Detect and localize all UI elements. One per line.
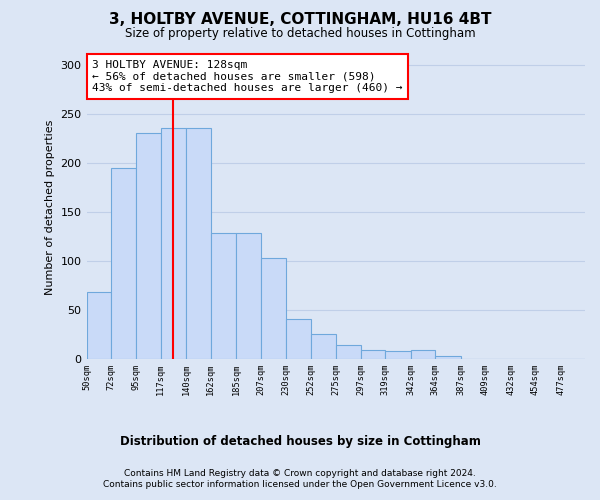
Text: Distribution of detached houses by size in Cottingham: Distribution of detached houses by size … [119,435,481,448]
Text: Contains public sector information licensed under the Open Government Licence v3: Contains public sector information licen… [103,480,497,489]
Bar [286,320,311,358]
Text: 3, HOLTBY AVENUE, COTTINGHAM, HU16 4BT: 3, HOLTBY AVENUE, COTTINGHAM, HU16 4BT [109,12,491,28]
Bar [111,168,136,358]
Bar [261,258,286,358]
Bar [187,128,211,358]
Bar [211,234,236,358]
Text: 3 HOLTBY AVENUE: 128sqm
← 56% of detached houses are smaller (598)
43% of semi-d: 3 HOLTBY AVENUE: 128sqm ← 56% of detache… [92,60,403,93]
Bar [337,345,361,358]
Bar [161,128,187,358]
Bar [311,334,337,358]
Text: Size of property relative to detached houses in Cottingham: Size of property relative to detached ho… [125,28,475,40]
Y-axis label: Number of detached properties: Number of detached properties [45,119,55,294]
Bar [385,351,411,358]
Bar [411,350,435,358]
Bar [86,292,111,358]
Bar [435,356,461,358]
Bar [136,134,161,358]
Bar [361,350,385,358]
Text: Contains HM Land Registry data © Crown copyright and database right 2024.: Contains HM Land Registry data © Crown c… [124,468,476,477]
Bar [236,234,261,358]
